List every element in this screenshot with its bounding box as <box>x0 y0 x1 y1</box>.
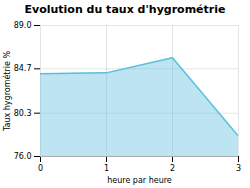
svg-text:3: 3 <box>236 164 241 173</box>
svg-text:Taux hygrométrie %: Taux hygrométrie % <box>2 51 12 133</box>
svg-text:0: 0 <box>38 164 43 173</box>
html-text:Evolution du taux d'hygrométri: Evolution du taux d'hygrométrie <box>24 3 226 16</box>
svg-text:84.7: 84.7 <box>14 64 32 73</box>
svg-text:80.3: 80.3 <box>14 109 32 118</box>
svg-text:89.0: 89.0 <box>14 21 32 30</box>
svg-text:1: 1 <box>104 164 109 173</box>
svg-text:76.0: 76.0 <box>14 152 32 161</box>
svg-text:2: 2 <box>170 164 175 173</box>
svg-text:heure par heure: heure par heure <box>107 176 172 185</box>
